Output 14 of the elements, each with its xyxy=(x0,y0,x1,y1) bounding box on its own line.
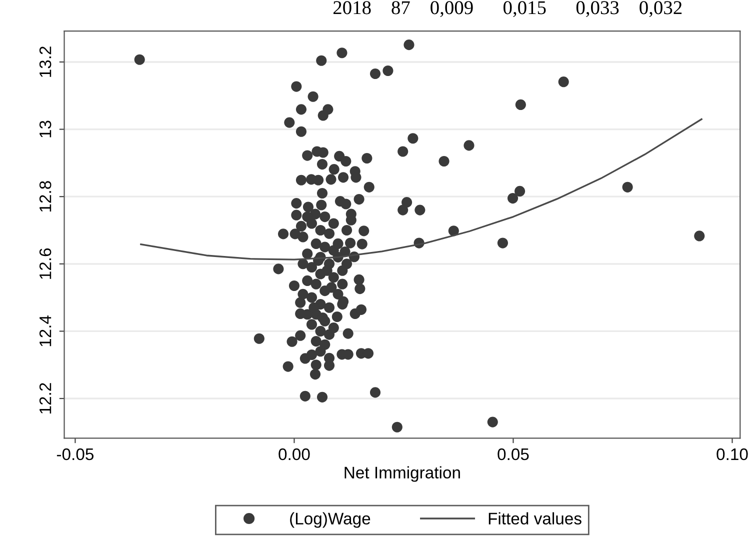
legend-label: Fitted values xyxy=(488,512,582,524)
x-axis-title: Net Immigration xyxy=(344,466,460,482)
y-tick-label: 12.8 xyxy=(39,181,52,212)
y-tick-label: 13 xyxy=(39,120,52,138)
x-tick-label: 0.10 xyxy=(716,448,748,460)
x-tick-label: 0.00 xyxy=(278,448,310,460)
legend-label: (Log)Wage xyxy=(290,512,370,528)
y-tick-label: 12.6 xyxy=(39,248,52,279)
x-tick-label: 0.05 xyxy=(498,448,529,460)
text: 2018 87 0,009 0,015 0,033 0,032 xyxy=(333,1,682,18)
y-tick-label: 12.4 xyxy=(39,315,52,346)
y-tick-label: 12.2 xyxy=(39,383,52,414)
y-tick-label: 13.2 xyxy=(39,46,52,77)
x-tick-label: -0.05 xyxy=(56,448,94,460)
